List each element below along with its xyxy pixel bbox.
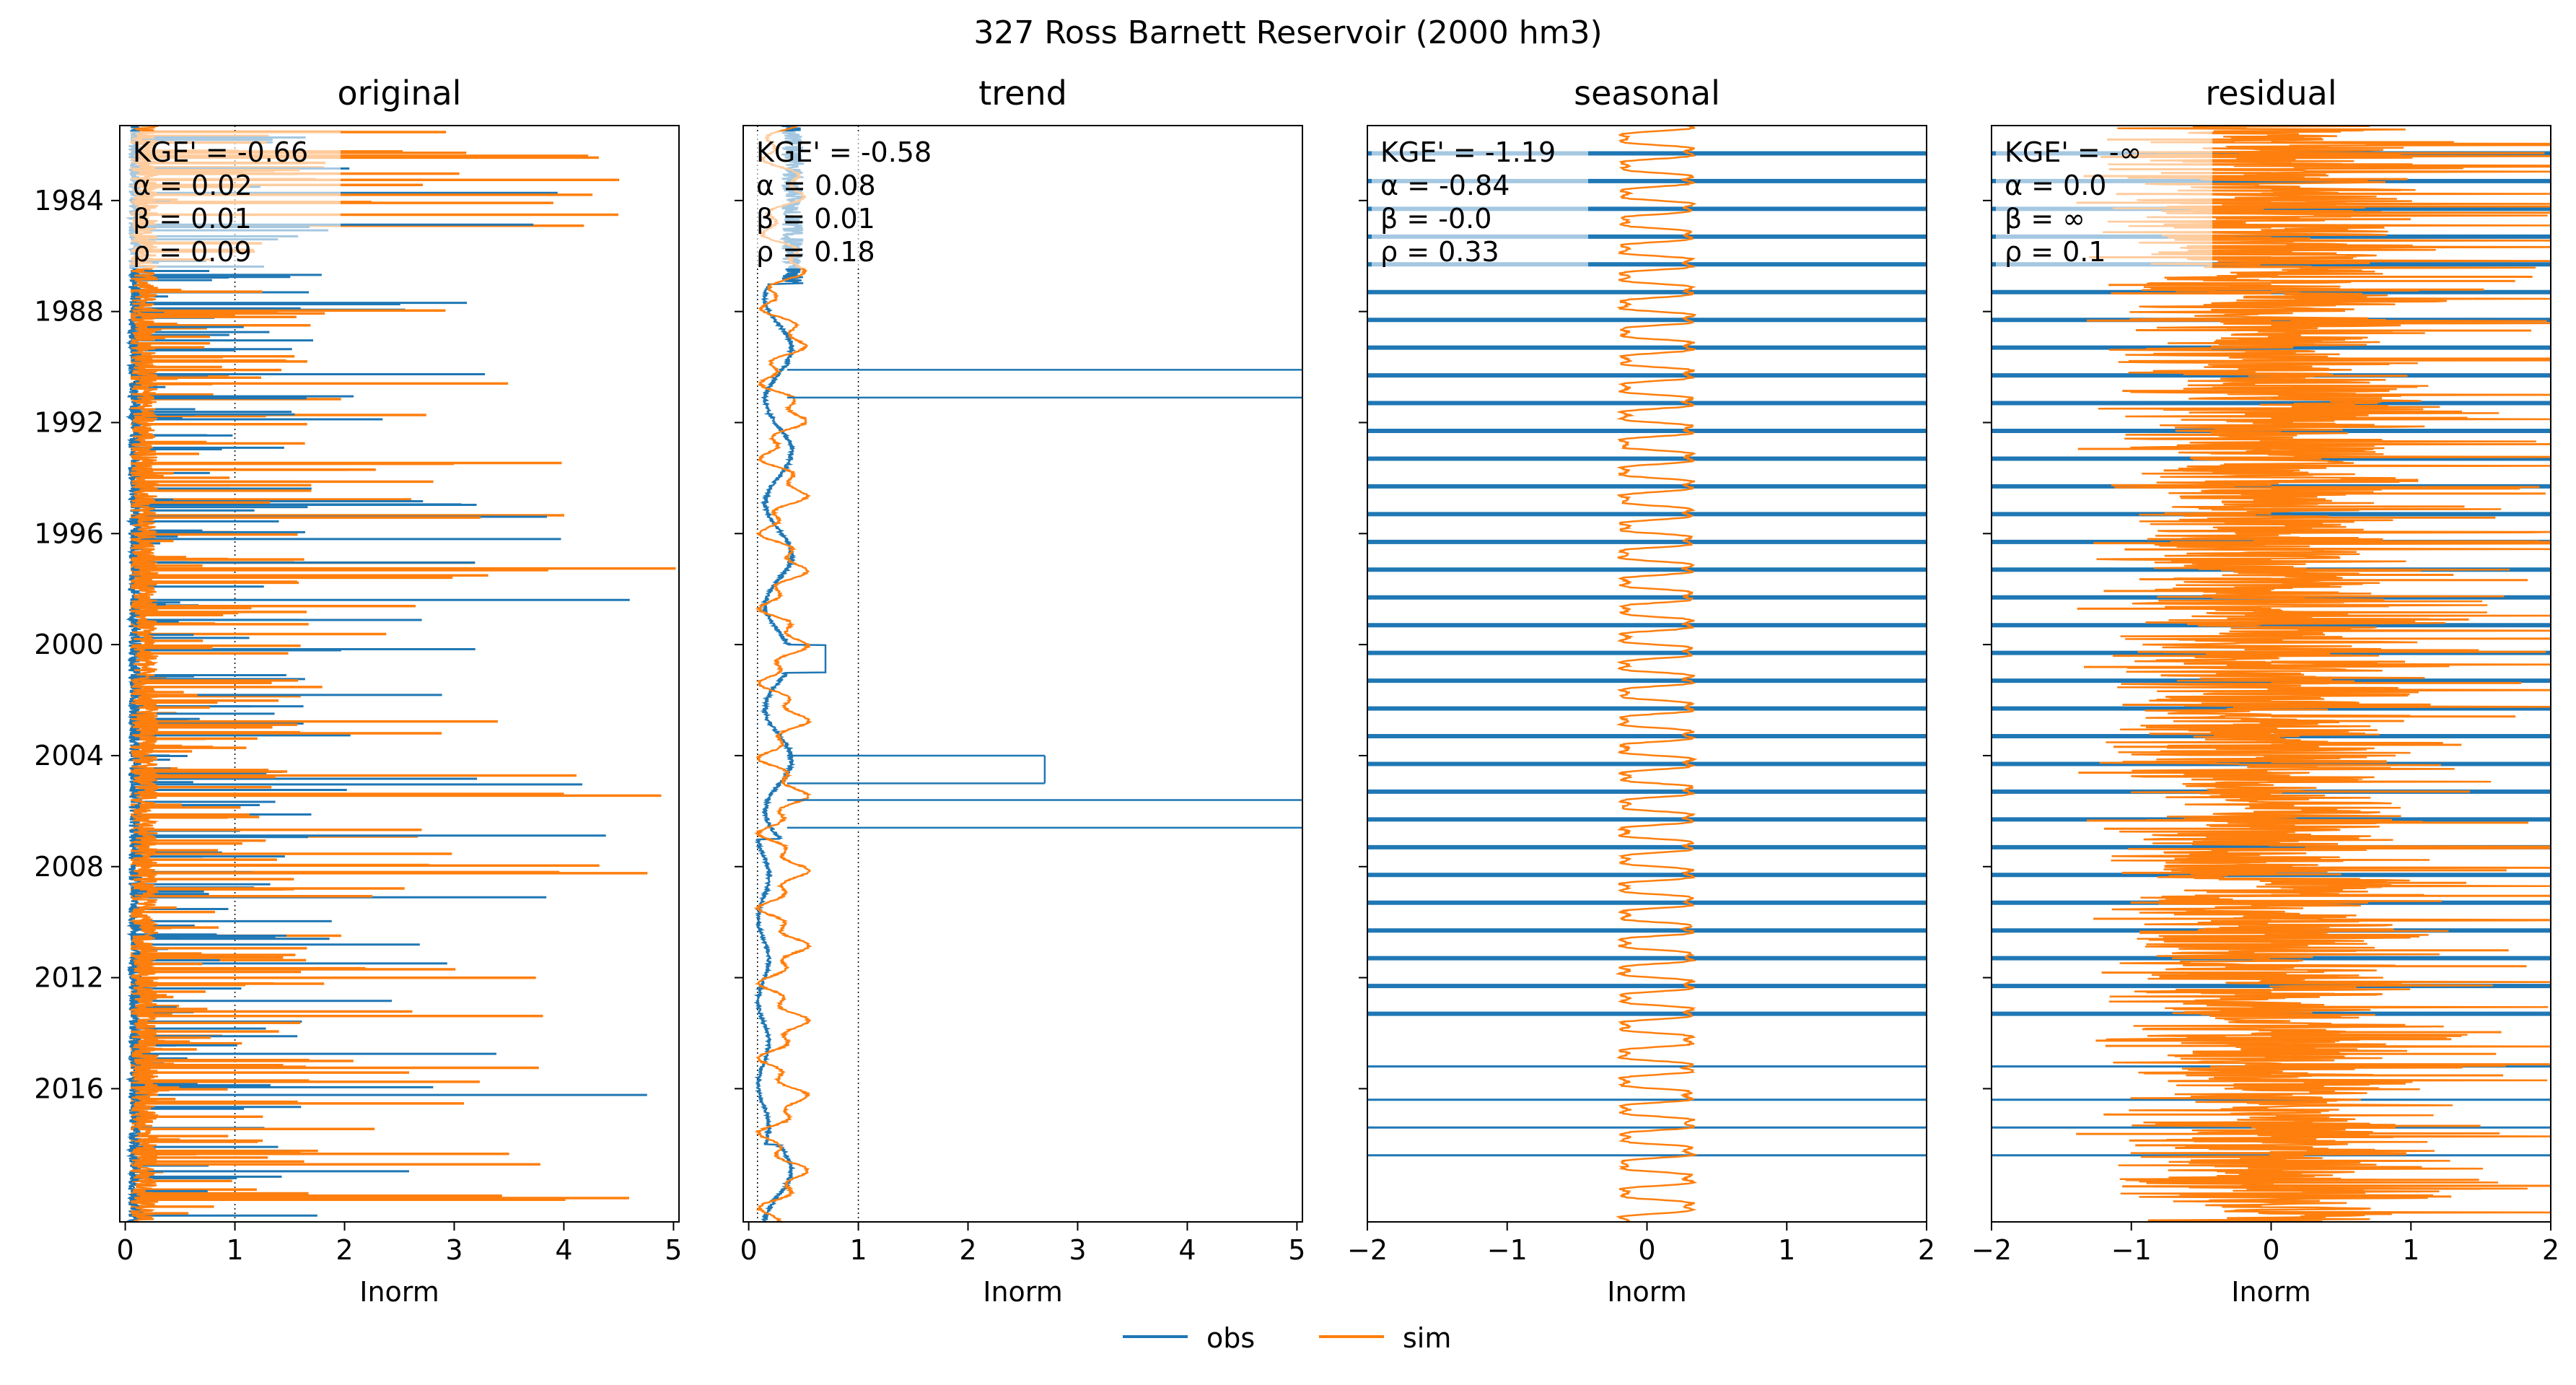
stats-line-0: KGE' = -1.19 <box>1380 136 1556 168</box>
x-tick-label: −1 <box>2111 1234 2152 1266</box>
x-tick-label: −1 <box>1487 1234 1528 1266</box>
y-tick-label: 1992 <box>34 406 104 438</box>
stats-line-3: ρ = 0.33 <box>1380 236 1499 268</box>
stats-box-background <box>1372 131 1588 268</box>
stats-line-3: ρ = 0.18 <box>756 236 875 268</box>
panel-seasonal: KGE' = -1.19α = -0.84β = -0.0ρ = 0.33 sea… <box>1347 74 1935 1308</box>
obs-series-line <box>753 126 827 1222</box>
stats-line-0: KGE' = -0.66 <box>133 136 308 168</box>
panel-title: residual <box>2205 74 2336 113</box>
plot-area-residual <box>1992 126 2551 1222</box>
legend: obs sim <box>1123 1322 1451 1354</box>
y-tick-label: 2004 <box>34 740 104 772</box>
y-tick-label: 2016 <box>34 1072 104 1104</box>
x-tick-label: 0 <box>117 1234 134 1266</box>
y-tick-label: 1996 <box>34 517 104 549</box>
stats-line-3: ρ = 0.09 <box>133 236 252 268</box>
x-tick-label: 1 <box>1778 1234 1795 1266</box>
sim-series-line <box>1615 126 1699 1222</box>
y-tick-label: 2000 <box>34 629 104 660</box>
x-tick-label: 4 <box>1178 1234 1196 1266</box>
stats-line-0: KGE' = -∞ <box>2005 136 2142 168</box>
axes-frame <box>119 125 680 1223</box>
x-axis-label: Inorm <box>2231 1276 2311 1308</box>
y-tick-label: 2012 <box>34 962 104 994</box>
x-axis-label: Inorm <box>359 1276 439 1308</box>
stats-box-background <box>124 131 341 268</box>
stats-line-2: β = 0.01 <box>756 203 875 235</box>
panel-title: original <box>338 74 462 113</box>
stats-line-1: α = 0.08 <box>756 170 876 201</box>
panel-original: KGE' = -0.66α = 0.02β = 0.01ρ = 0.09 orig… <box>34 74 682 1308</box>
x-tick-label: 3 <box>445 1234 463 1266</box>
x-tick-label: 5 <box>665 1234 682 1266</box>
plot-area-seasonal <box>1367 126 1927 1222</box>
sim-series-line <box>2096 126 2551 1222</box>
figure-suptitle: 327 Ross Barnett Reservoir (2000 hm3) <box>973 14 1602 51</box>
x-tick-label: 0 <box>740 1234 758 1266</box>
x-tick-label: 2 <box>1918 1234 1935 1266</box>
x-tick-label: 5 <box>1288 1234 1305 1266</box>
x-tick-label: 1 <box>226 1234 243 1266</box>
x-tick-label: 1 <box>849 1234 867 1266</box>
plot-area-original <box>125 126 676 1222</box>
x-tick-label: 4 <box>555 1234 572 1266</box>
sim-series-line <box>753 126 813 1222</box>
stats-line-2: β = -0.0 <box>1380 203 1491 235</box>
stats-box-background <box>1996 131 2212 268</box>
panels: KGE' = -0.66α = 0.02β = 0.01ρ = 0.09orig… <box>34 74 2559 1308</box>
x-tick-label: 0 <box>2262 1234 2279 1266</box>
x-tick-label: 0 <box>1638 1234 1655 1266</box>
panel-title: seasonal <box>1574 74 1720 113</box>
sim-series-line <box>128 126 160 1222</box>
stats-line-1: α = -0.84 <box>1380 170 1510 201</box>
x-tick-label: 2 <box>2542 1234 2559 1266</box>
x-tick-label: 1 <box>2402 1234 2419 1266</box>
y-tick-label: 2008 <box>34 851 104 883</box>
panel-residual: KGE' = -∞α = 0.0β = ∞ρ = 0.1 residual −2 −1… <box>1971 74 2559 1308</box>
x-tick-label: −2 <box>1347 1234 1388 1266</box>
y-tick-label: 1988 <box>34 296 104 328</box>
x-tick-label: 3 <box>1069 1234 1086 1266</box>
stats-line-2: β = ∞ <box>2005 203 2085 235</box>
x-tick-label: −2 <box>1971 1234 2012 1266</box>
legend-sim-label: sim <box>1403 1322 1451 1354</box>
x-axis-label: Inorm <box>983 1276 1063 1308</box>
stats-box-background <box>748 131 964 268</box>
y-tick-label: 1984 <box>34 185 104 217</box>
panel-trend: KGE' = -0.58α = 0.08β = 0.01ρ = 0.18 tren… <box>735 74 1305 1308</box>
legend-obs-label: obs <box>1206 1322 1255 1354</box>
stats-line-3: ρ = 0.1 <box>2005 236 2106 268</box>
x-axis-label: Inorm <box>1607 1276 1687 1308</box>
stats-line-2: β = 0.01 <box>133 203 252 235</box>
x-tick-label: 2 <box>336 1234 353 1266</box>
stats-line-1: α = 0.02 <box>133 170 253 201</box>
x-tick-label: 2 <box>959 1234 976 1266</box>
plot-area-trend <box>753 126 1302 1222</box>
panel-title: trend <box>978 74 1067 113</box>
stats-line-0: KGE' = -0.58 <box>756 136 932 168</box>
axes-frame <box>742 125 1303 1223</box>
stats-line-1: α = 0.0 <box>2005 170 2106 201</box>
